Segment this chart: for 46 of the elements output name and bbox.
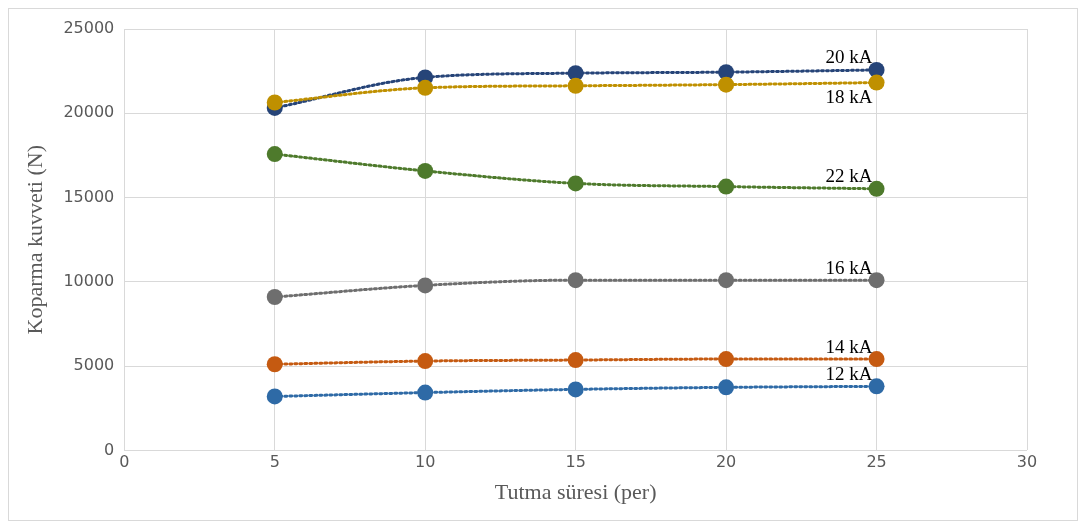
point	[567, 175, 584, 192]
y-tick-label: 10000	[63, 271, 115, 290]
series-label: 20 kA	[825, 46, 873, 68]
point	[868, 378, 885, 395]
point	[266, 388, 283, 405]
point	[718, 178, 735, 195]
series-label: 16 kA	[825, 256, 873, 278]
point	[718, 351, 735, 368]
point	[868, 351, 885, 368]
point	[567, 77, 584, 94]
series-label: 14 kA	[825, 335, 873, 357]
series-label: 22 kA	[825, 165, 873, 187]
point	[266, 94, 283, 111]
series-label: 18 kA	[825, 86, 873, 108]
point	[266, 146, 283, 163]
point	[868, 180, 885, 197]
y-tick-label: 0	[104, 439, 115, 459]
y-tick-label: 15000	[63, 186, 115, 206]
point	[417, 384, 434, 401]
point	[718, 76, 735, 93]
y-tick-label: 20000	[63, 102, 115, 122]
point	[266, 289, 283, 306]
point	[718, 379, 735, 396]
point	[567, 381, 584, 398]
point	[868, 74, 885, 91]
y-tick-label: 5000	[73, 355, 115, 375]
point	[417, 162, 434, 179]
x-tick-label: 25	[866, 452, 887, 472]
x-tick-label: 5	[269, 452, 280, 472]
series-label: 12 kA	[825, 362, 873, 384]
y-axis-title: Koparma kuvveti (N)	[21, 145, 47, 335]
point	[868, 272, 885, 289]
point	[266, 356, 283, 373]
point	[417, 353, 434, 370]
x-tick-label: 20	[715, 452, 737, 472]
x-tick-label: 10	[415, 452, 436, 472]
point	[567, 272, 584, 289]
point	[417, 277, 434, 294]
x-tick-label: 0	[119, 452, 130, 472]
point	[718, 272, 735, 289]
point	[567, 352, 584, 369]
point	[417, 79, 434, 96]
x-tick-label: 30	[1016, 452, 1038, 472]
x-axis-title: Tutma süresi (per)	[494, 478, 657, 504]
x-tick-label: 15	[565, 452, 586, 472]
y-tick-label: 25000	[63, 18, 115, 38]
